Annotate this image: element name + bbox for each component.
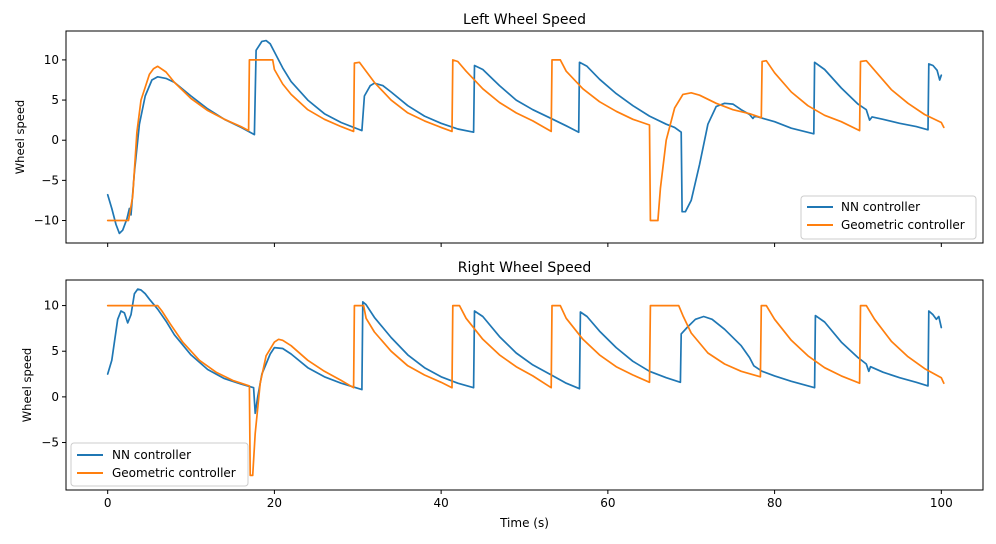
y-tick-label: 0 xyxy=(51,133,59,147)
legend-label-nn: NN controller xyxy=(841,200,920,214)
legend-box xyxy=(70,442,249,487)
series-line-nn xyxy=(106,288,943,415)
plot-area xyxy=(65,279,984,491)
left-wheel-chart: Left Wheel Speed Wheel speed −10 −5 0 5 10 N… xyxy=(13,12,984,247)
chart-title: Right Wheel Speed xyxy=(458,260,592,276)
y-tick-label: 0 xyxy=(51,390,59,404)
y-tick-label: −5 xyxy=(41,173,59,187)
series-line-geometric xyxy=(106,304,945,477)
x-tick-label: 60 xyxy=(600,496,615,510)
y-tick-label: 5 xyxy=(51,344,59,358)
y-tick-label: 10 xyxy=(44,299,59,313)
x-tick-label: 0 xyxy=(104,496,112,510)
legend-label-geometric: Geometric controller xyxy=(112,466,236,480)
legend: NN controller Geometric controller xyxy=(800,195,977,240)
right-wheel-chart: Right Wheel Speed Wheel speed Time (s) 0… xyxy=(20,260,984,530)
x-tick-label: 80 xyxy=(767,496,782,510)
y-tick-label: 10 xyxy=(44,53,59,67)
axis-ticks: −10 −5 0 5 10 xyxy=(34,53,942,247)
plot-area xyxy=(65,30,984,244)
y-tick-label: −5 xyxy=(41,436,59,450)
y-axis-label: Wheel speed xyxy=(20,348,34,422)
y-axis-label: Wheel speed xyxy=(13,100,27,174)
series-lines xyxy=(106,39,945,235)
x-axis-label: Time (s) xyxy=(499,516,549,530)
series-line-nn xyxy=(106,39,943,235)
y-tick-label: 5 xyxy=(51,93,59,107)
legend-box xyxy=(800,195,977,240)
x-tick-label: 100 xyxy=(930,496,953,510)
legend-label-nn: NN controller xyxy=(112,448,191,462)
series-lines xyxy=(106,288,945,477)
x-tick-label: 40 xyxy=(433,496,448,510)
x-tick-label: 20 xyxy=(267,496,282,510)
chart-title: Left Wheel Speed xyxy=(463,12,586,28)
series-line-geometric xyxy=(106,59,945,222)
legend-label-geometric: Geometric controller xyxy=(841,218,965,232)
y-tick-label: −10 xyxy=(34,214,59,228)
axis-ticks: 0 20 40 60 80 100 −5 0 5 10 xyxy=(41,299,952,510)
legend: NN controller Geometric controller xyxy=(70,442,249,487)
